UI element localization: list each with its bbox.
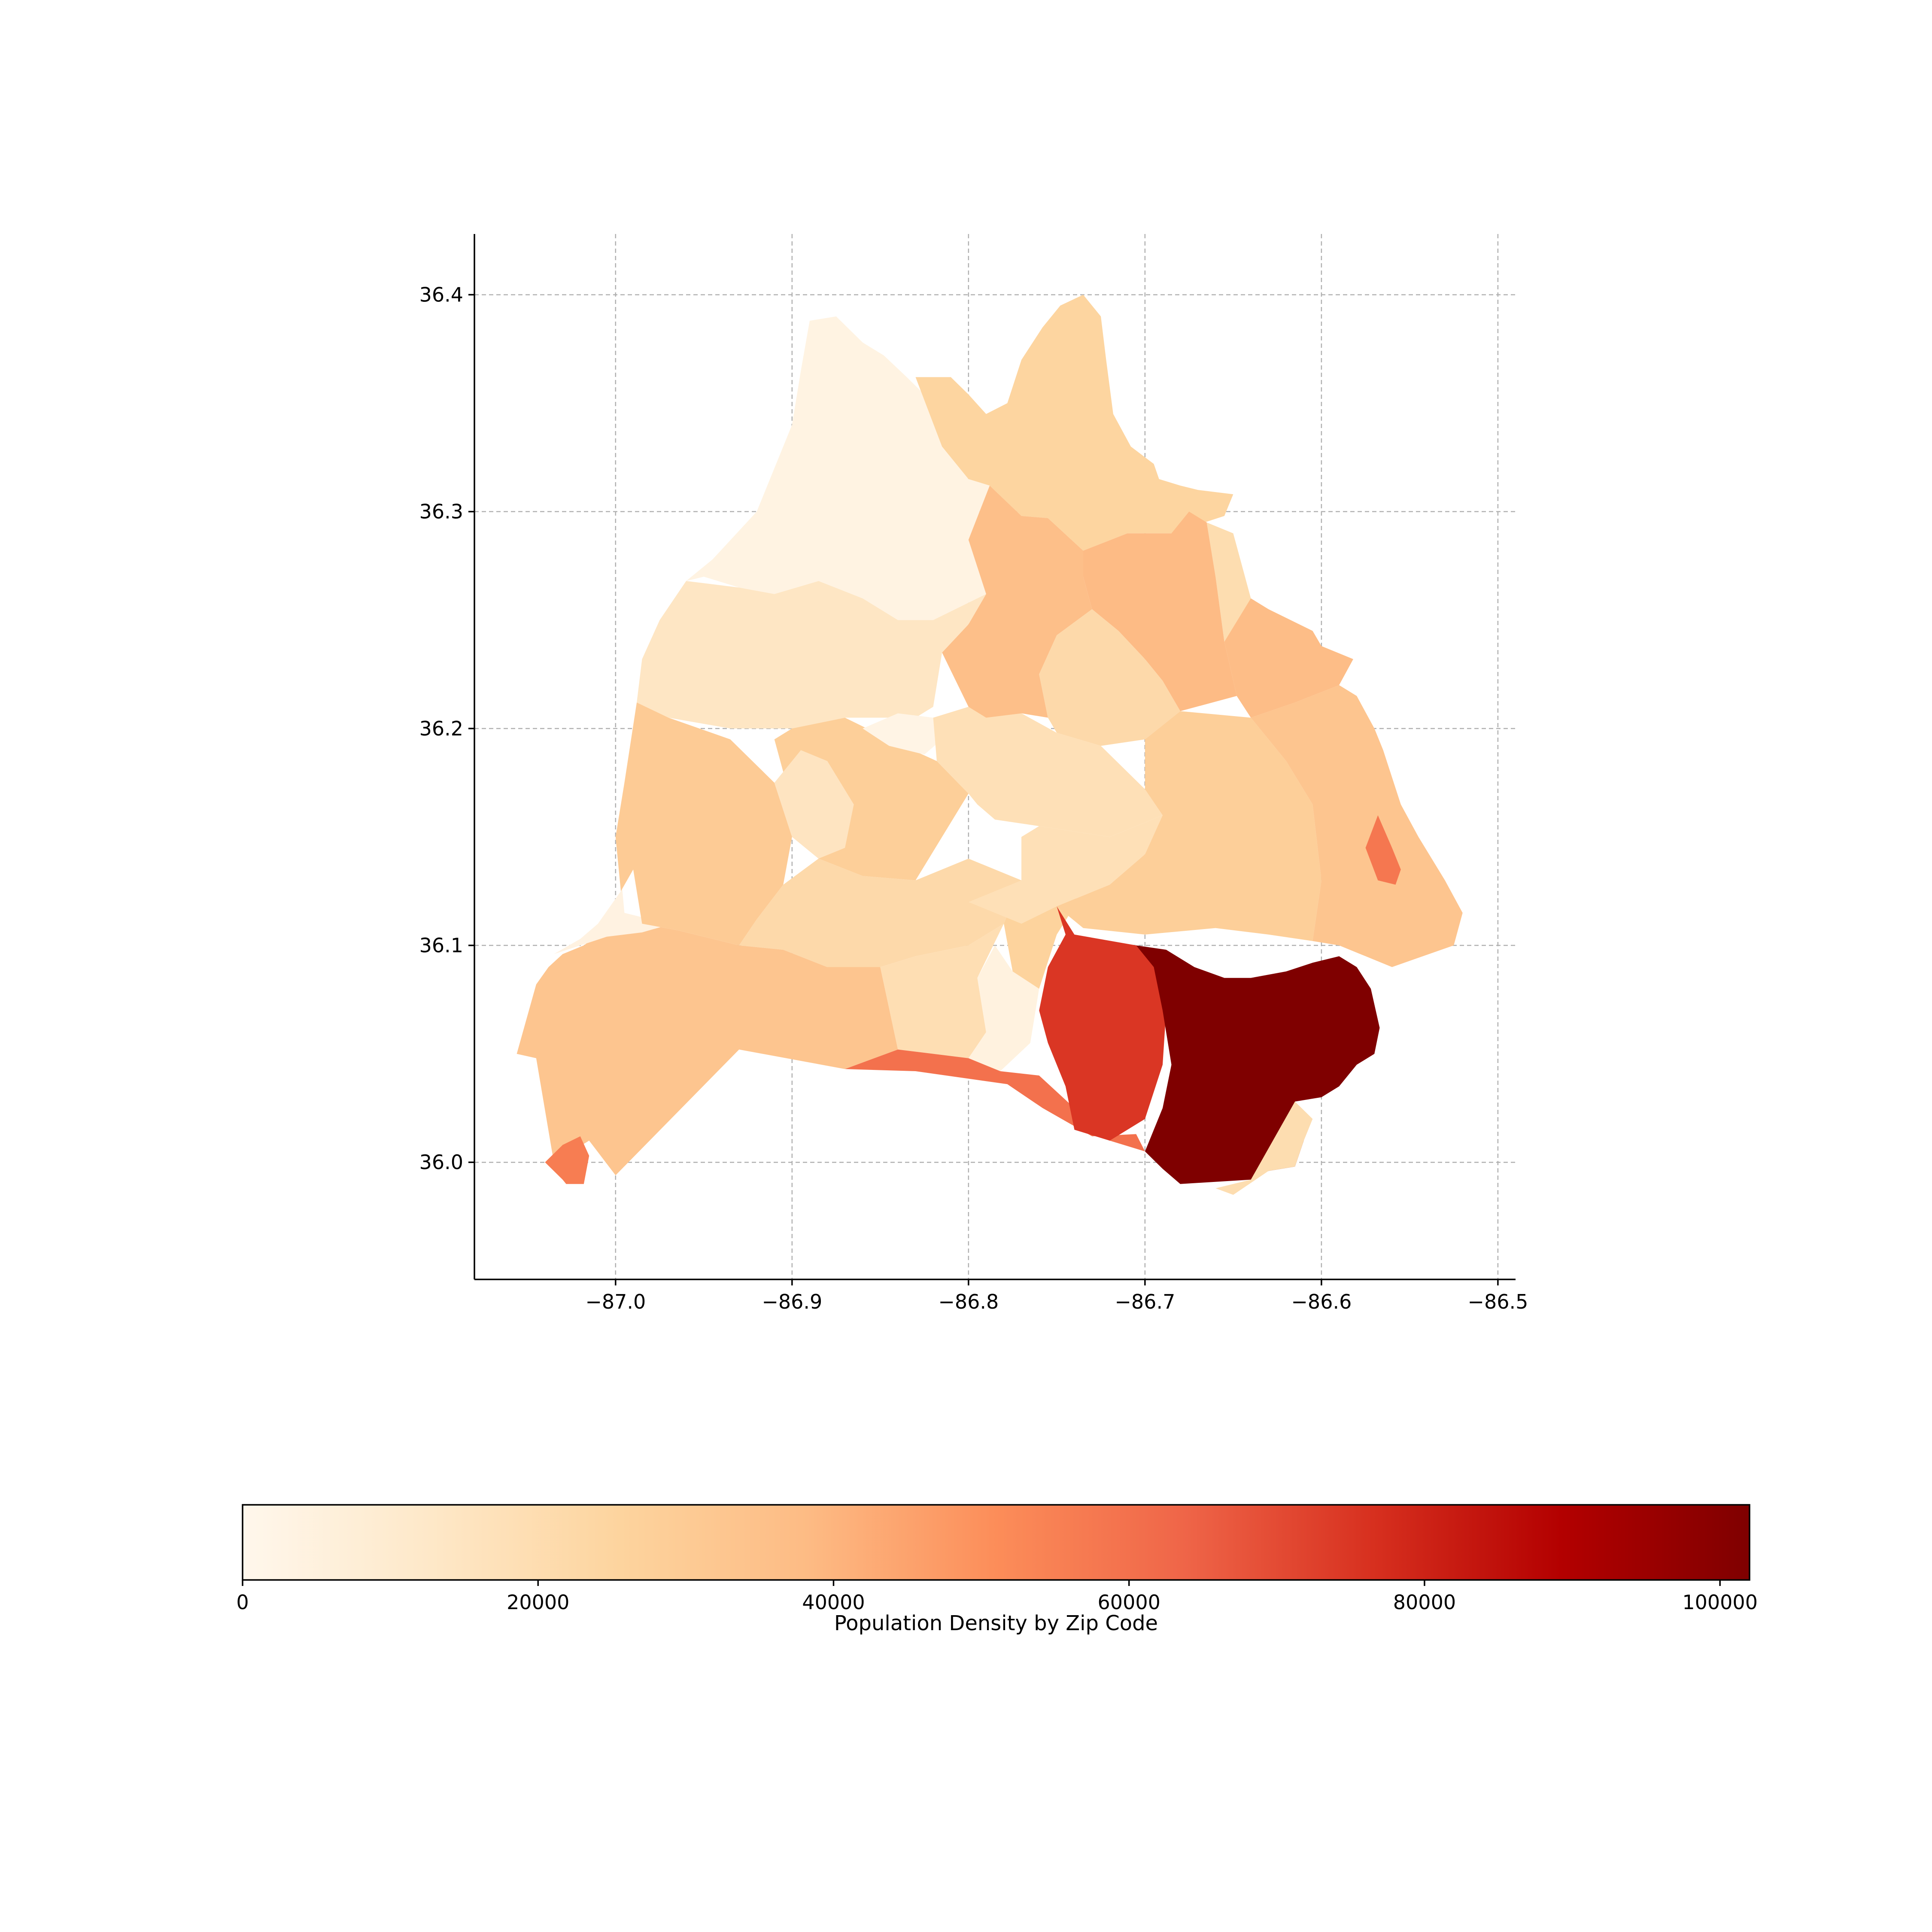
zip-region bbox=[686, 316, 990, 620]
zip-region bbox=[915, 295, 1233, 551]
zip-region bbox=[1039, 906, 1166, 1141]
colorbar: Population Density by Zip Code 0 20000 400… bbox=[236, 1504, 1758, 1635]
zip-region bbox=[1215, 1097, 1321, 1195]
colorbar-gradient bbox=[242, 1504, 1750, 1581]
x-tick-label: −86.9 bbox=[762, 1290, 822, 1313]
x-tick-label: −86.5 bbox=[1467, 1290, 1528, 1313]
zip-region bbox=[880, 923, 1004, 1058]
zip-region bbox=[968, 945, 1039, 1071]
zip-region bbox=[1039, 609, 1181, 746]
zip-region bbox=[1251, 685, 1463, 967]
colorbar-tick-label: 60000 bbox=[1098, 1591, 1160, 1614]
y-tick-label: 36.3 bbox=[419, 500, 463, 523]
zip-region bbox=[942, 486, 1092, 718]
map-axes: −87.0 −86.9 −86.8 −86.7 −86.6 −86.5 36.0 36.1 36… bbox=[419, 234, 1528, 1313]
zip-code-regions bbox=[516, 295, 1463, 1195]
zip-region bbox=[933, 707, 1163, 837]
y-tick-label: 36.2 bbox=[419, 717, 463, 740]
colorbar-tick-label: 20000 bbox=[507, 1591, 569, 1614]
zip-region bbox=[863, 713, 942, 755]
colorbar-tick-label: 40000 bbox=[802, 1591, 865, 1614]
zip-region bbox=[739, 858, 1022, 967]
zip-region bbox=[516, 923, 898, 1176]
zip-region bbox=[1136, 945, 1380, 1184]
x-tick-label: −86.6 bbox=[1291, 1290, 1352, 1313]
y-tick-label: 36.0 bbox=[419, 1151, 463, 1174]
zip-region bbox=[1365, 815, 1401, 885]
zip-region bbox=[774, 750, 854, 859]
colorbar-label: Population Density by Zip Code bbox=[834, 1611, 1158, 1635]
x-tick-label: −86.7 bbox=[1115, 1290, 1175, 1313]
colorbar-tick-label: 0 bbox=[236, 1591, 249, 1614]
zip-region bbox=[545, 1136, 589, 1184]
zip-region bbox=[845, 1049, 1145, 1151]
colorbar-tick-label: 80000 bbox=[1393, 1591, 1456, 1614]
zip-region bbox=[968, 815, 1163, 924]
zip-region bbox=[615, 702, 792, 945]
zip-region bbox=[1057, 711, 1321, 941]
zip-region bbox=[1083, 511, 1237, 711]
y-tick-label: 36.1 bbox=[419, 934, 463, 957]
y-tick-label: 36.4 bbox=[419, 283, 463, 306]
zip-region bbox=[554, 854, 665, 954]
zip-region bbox=[1224, 598, 1353, 718]
x-tick-label: −87.0 bbox=[585, 1290, 646, 1313]
x-tick-label: −86.8 bbox=[938, 1290, 999, 1313]
colorbar-tick-label: 100000 bbox=[1682, 1591, 1758, 1614]
zip-region bbox=[637, 581, 986, 729]
